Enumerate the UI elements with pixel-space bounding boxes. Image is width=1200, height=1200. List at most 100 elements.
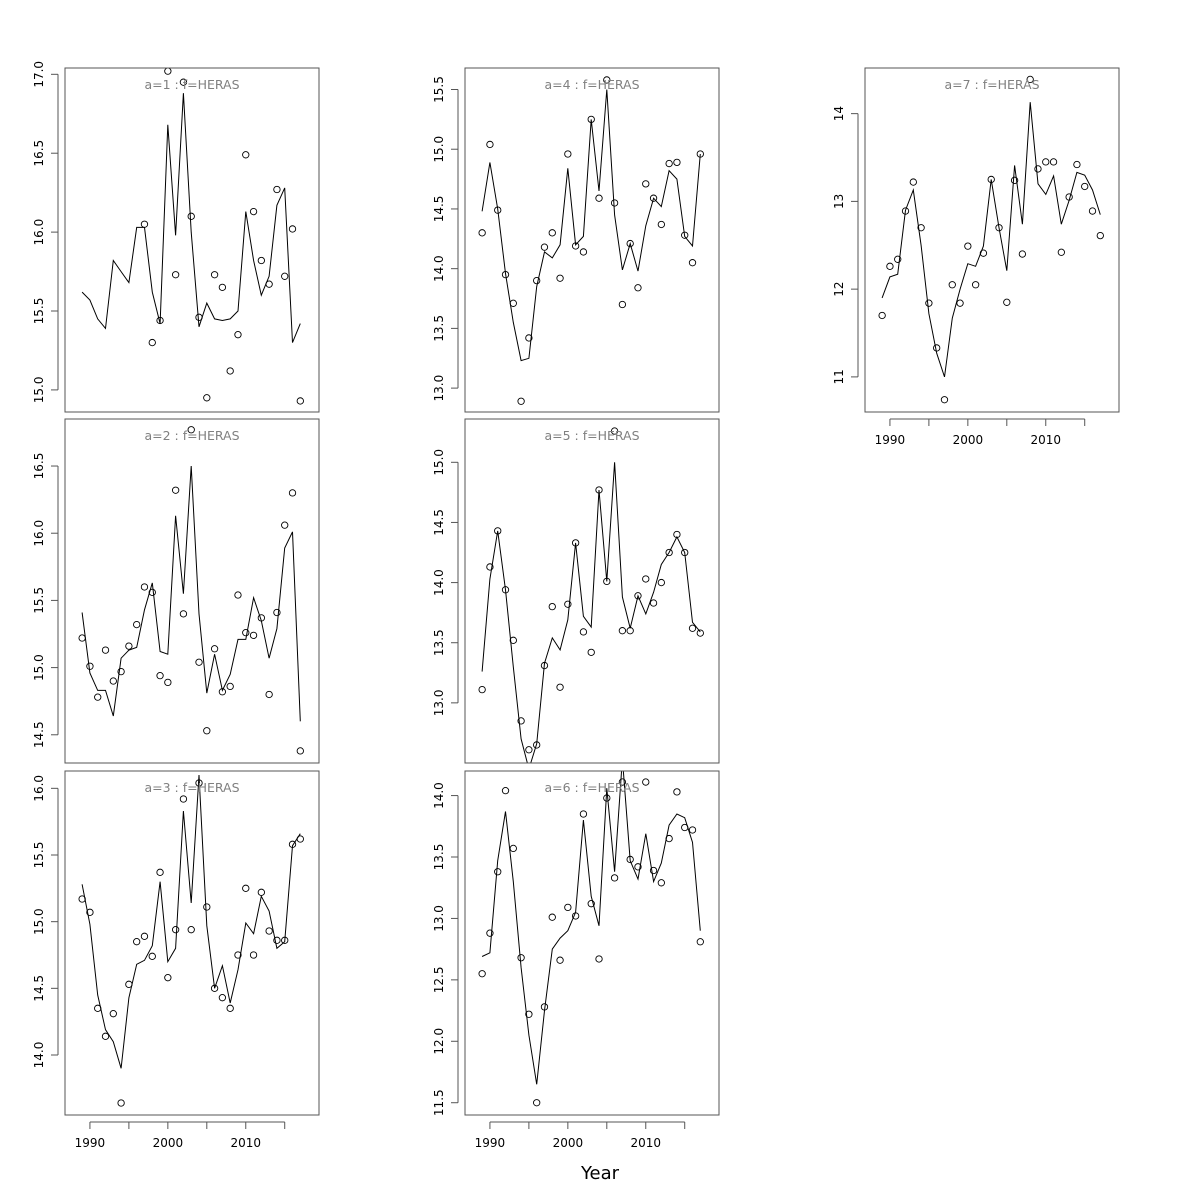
x-tick-label: 2010 xyxy=(230,1136,261,1150)
observed-point xyxy=(195,313,203,321)
observed-point xyxy=(501,586,510,594)
y-tick-label: 15.5 xyxy=(432,76,446,103)
fitted-line xyxy=(81,774,301,1069)
y-tick-label: 13.0 xyxy=(432,690,446,717)
observed-point xyxy=(288,840,297,848)
y-axis: 11.5 12.0 12.5 13.0 13.5 14.0 xyxy=(432,782,459,1116)
observed-point xyxy=(234,591,242,599)
observed-point xyxy=(673,530,681,539)
observed-point xyxy=(1088,207,1097,215)
observed-point xyxy=(164,974,172,982)
observed-point xyxy=(478,970,486,978)
observed-point xyxy=(533,276,541,285)
observed-point xyxy=(548,229,556,237)
observed-point xyxy=(901,207,910,215)
observed-point xyxy=(234,951,242,959)
observed-point xyxy=(1065,193,1073,201)
panels: a=1 : f=HERAS 15.0 15.5 16.0 16.5 17.0 a=2 : f… xyxy=(32,61,1120,1150)
y-tick-label: 15.0 xyxy=(32,908,46,935)
observed-point xyxy=(148,952,156,960)
observed-point xyxy=(257,888,265,896)
observed-point xyxy=(1049,158,1058,166)
observed-point xyxy=(179,610,188,618)
observed-point xyxy=(125,980,133,988)
observed-point xyxy=(665,834,673,843)
observed-point xyxy=(533,741,541,749)
observed-point xyxy=(649,194,658,202)
observed-point xyxy=(540,1003,549,1011)
observed-point xyxy=(610,199,619,207)
observed-point xyxy=(281,521,289,529)
observed-point xyxy=(548,913,556,921)
x-tick-label: 1990 xyxy=(75,1136,106,1150)
observed-point xyxy=(525,334,533,342)
observed-point xyxy=(148,588,156,596)
observed-point xyxy=(486,563,494,571)
observed-point xyxy=(509,299,517,307)
observed-point xyxy=(226,682,234,691)
observed-point xyxy=(494,206,502,214)
observed-point xyxy=(940,396,949,404)
observed-point xyxy=(603,577,611,586)
observed-point xyxy=(101,646,110,654)
observed-point xyxy=(564,903,572,912)
observed-point xyxy=(281,936,289,944)
observed-point xyxy=(296,747,304,755)
observed-point xyxy=(579,810,588,818)
y-tick-label: 14.5 xyxy=(432,196,446,223)
observed-point xyxy=(564,150,572,158)
fitted-line xyxy=(81,93,301,343)
observed-point xyxy=(179,795,188,803)
observed-point xyxy=(681,548,689,557)
observed-point xyxy=(210,984,219,992)
observed-point xyxy=(657,879,665,887)
observed-point xyxy=(148,338,156,347)
observed-point xyxy=(626,855,634,864)
observed-point xyxy=(249,951,258,959)
observed-point xyxy=(688,624,697,632)
fitted-line xyxy=(481,89,701,362)
observed-point xyxy=(140,932,149,940)
y-tick-label: 11.5 xyxy=(432,1089,446,1116)
y-axis: 14.5 15.0 15.5 16.0 16.5 xyxy=(32,453,59,748)
panel-frame xyxy=(864,67,1120,413)
observed-point xyxy=(288,225,297,233)
observed-point xyxy=(486,140,494,149)
observed-point xyxy=(579,628,588,636)
observed-point xyxy=(265,280,273,288)
observed-point xyxy=(140,220,149,228)
observed-point xyxy=(117,1099,125,1107)
observed-point xyxy=(210,271,219,279)
observed-point xyxy=(86,662,94,670)
observed-point xyxy=(909,178,917,186)
observed-point xyxy=(187,926,195,934)
observed-point xyxy=(203,903,211,911)
panel-a4: a=4 : f=HERAS 13.0 13.5 14.0 14.5 15.0 15.5 xyxy=(432,67,720,413)
observed-point xyxy=(956,299,964,307)
observed-point xyxy=(571,539,580,547)
y-tick-label: 13.5 xyxy=(432,844,446,871)
observed-point xyxy=(665,159,673,168)
y-tick-label: 16.5 xyxy=(32,453,46,480)
fitted-line xyxy=(881,102,1101,378)
observed-point xyxy=(979,249,988,257)
observed-point xyxy=(257,614,265,622)
observed-point xyxy=(187,212,195,220)
observed-point xyxy=(948,281,956,289)
panel-a6: a=6 : f=HERAS 11.5 12.0 12.5 13.0 13.5 14.0 199… xyxy=(432,770,720,1150)
observed-point xyxy=(517,397,525,405)
observed-point xyxy=(1010,176,1019,184)
observed-point xyxy=(164,678,172,687)
y-axis: 11 12 13 14 xyxy=(832,106,859,385)
observed-point xyxy=(525,746,533,754)
fitted-line xyxy=(81,465,301,722)
observed-point xyxy=(571,912,580,920)
observed-point xyxy=(288,489,297,497)
observed-point xyxy=(296,397,304,405)
observed-point xyxy=(540,661,549,670)
observed-point xyxy=(234,331,242,339)
x-axis: 1990 2000 2010 xyxy=(475,1121,686,1150)
observed-point xyxy=(886,262,894,270)
observed-point xyxy=(171,486,180,494)
observed-point xyxy=(179,78,188,86)
